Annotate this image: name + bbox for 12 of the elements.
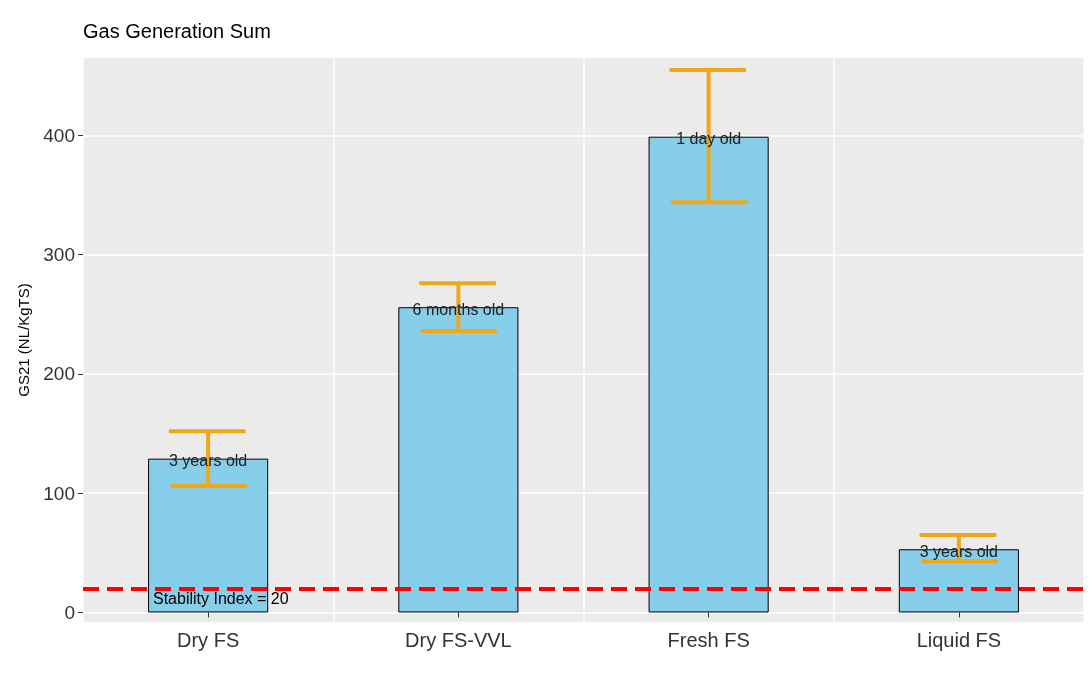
y-tick-label: 400 [43, 125, 75, 147]
y-tick-label: 300 [43, 244, 75, 266]
y-tick-label: 0 [64, 601, 75, 623]
ref-line-label: Stability Index = 20 [153, 590, 289, 608]
y-tick-label: 200 [43, 363, 75, 385]
x-tick-label: Dry FS [177, 629, 240, 651]
y-axis-title: GS21 (NL/KgTS) [15, 283, 32, 397]
x-tick-label: Liquid FS [916, 629, 1002, 651]
chart-title: Gas Generation Sum [83, 20, 271, 42]
x-tick-label: Dry FS-VVL [405, 629, 512, 651]
x-tick-label: Fresh FS [667, 629, 750, 651]
y-tick-label: 100 [43, 482, 75, 504]
